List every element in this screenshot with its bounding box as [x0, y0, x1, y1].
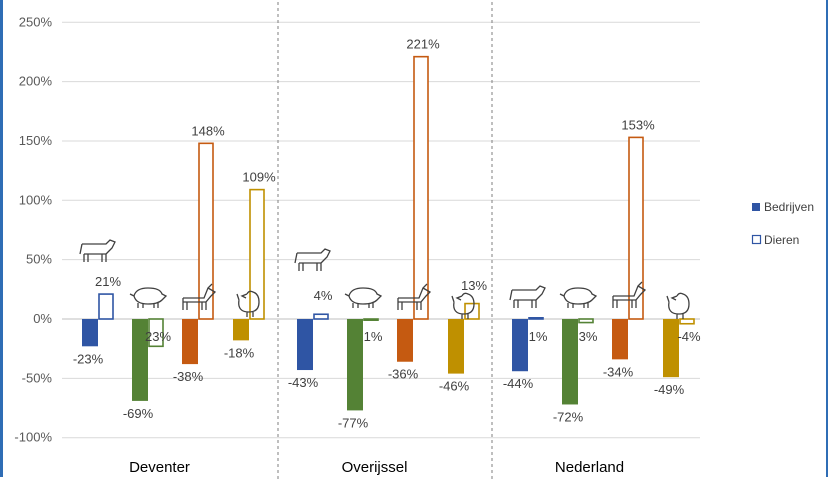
bar-dieren [98, 293, 114, 320]
bar-dieren [249, 188, 265, 320]
bar-dieren [628, 136, 644, 320]
data-label-bedrijven: -49% [654, 382, 685, 397]
data-label-dieren: 148% [191, 123, 225, 138]
data-label-dieren: 153% [621, 117, 655, 132]
bar-dieren [578, 318, 594, 324]
bar-bedrijven [612, 319, 628, 360]
y-tick-label: 200% [19, 74, 53, 89]
data-label-dieren: 13% [461, 278, 487, 293]
bar-dieren [198, 142, 214, 320]
pig-icon [129, 287, 168, 308]
group-label: Nederland [555, 459, 624, 476]
y-tick-label: 150% [19, 133, 53, 148]
bar-dieren [148, 318, 164, 348]
data-label-bedrijven: -34% [603, 364, 634, 379]
data-label-dieren: 21% [95, 274, 121, 289]
data-label-dieren: 221% [406, 37, 440, 52]
bar-dieren [528, 317, 544, 320]
cow-icon [509, 285, 546, 308]
legend-label-bedrijven: Bedrijven [764, 200, 814, 214]
cow-icon [79, 239, 116, 262]
pig-icon [344, 287, 383, 308]
data-label-bedrijven: -18% [224, 345, 255, 360]
bar-bedrijven [448, 319, 464, 374]
pig-icon [559, 287, 598, 308]
data-label-bedrijven: -72% [553, 409, 584, 424]
bar-dieren [313, 313, 329, 320]
bar-dieren [679, 318, 695, 325]
legend-swatch-bedrijven [752, 203, 760, 211]
bar-bedrijven [663, 319, 679, 378]
data-label-dieren: 4% [314, 288, 333, 303]
bar-bedrijven [397, 319, 413, 362]
bar-bedrijven [233, 319, 249, 341]
cow-icon [294, 248, 331, 271]
legend-label-dieren: Dieren [764, 233, 799, 247]
data-label-dieren: 23% [145, 329, 171, 344]
bar-dieren [363, 318, 379, 321]
bar-bedrijven [82, 319, 98, 347]
data-label-dieren: 1% [364, 329, 383, 344]
data-label-dieren: 109% [242, 170, 276, 185]
bar-dieren [413, 55, 429, 320]
y-tick-label: 250% [19, 14, 53, 29]
data-label-bedrijven: -43% [288, 375, 319, 390]
y-tick-label: 50% [26, 252, 52, 267]
goat-icon [612, 281, 647, 308]
bar-bedrijven [132, 319, 148, 401]
bar-bedrijven [182, 319, 198, 365]
data-label-bedrijven: -44% [503, 376, 534, 391]
bar-bedrijven [562, 319, 578, 405]
chicken-icon [236, 290, 260, 317]
data-label-bedrijven: -77% [338, 415, 369, 430]
group-label: Overijssel [342, 459, 408, 476]
y-tick-label: 0% [33, 311, 52, 326]
chicken-icon [451, 292, 475, 319]
y-tick-label: -50% [22, 370, 53, 385]
group-label: Deventer [129, 459, 190, 476]
data-label-bedrijven: -36% [388, 367, 419, 382]
data-label-bedrijven: -23% [73, 351, 104, 366]
bar-bedrijven [297, 319, 313, 371]
data-label-dieren: 1% [529, 329, 548, 344]
y-tick-label: 100% [19, 192, 53, 207]
y-tick-label: -100% [14, 430, 52, 445]
goat-icon [182, 283, 217, 310]
data-label-dieren: -4% [677, 329, 701, 344]
goat-icon [397, 283, 432, 310]
legend-swatch-dieren [751, 234, 762, 245]
bar-bedrijven [512, 319, 528, 372]
data-label-bedrijven: -69% [123, 406, 154, 421]
data-label-bedrijven: -38% [173, 369, 204, 384]
chicken-icon [666, 292, 690, 319]
data-label-bedrijven: -46% [439, 379, 470, 394]
data-label-dieren: 3% [579, 329, 598, 344]
bar-bedrijven [347, 319, 363, 411]
